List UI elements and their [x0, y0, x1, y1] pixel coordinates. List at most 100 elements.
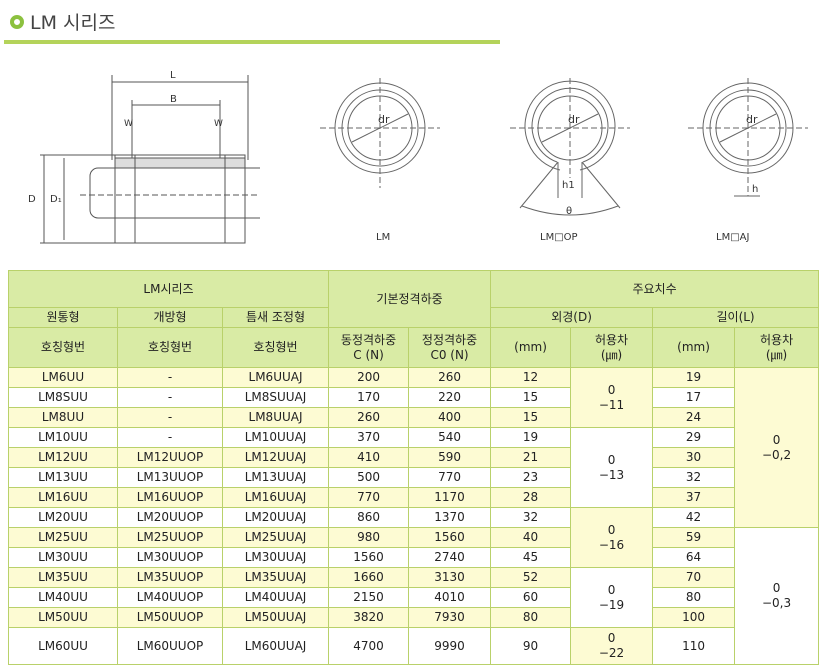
header-l-mm: (mm): [652, 327, 736, 368]
header-main-dims: 주요치수: [490, 270, 820, 308]
svg-text:dr: dr: [746, 113, 758, 126]
table-row: LM8SUU - LM8SUUAJ 170 220 15 17: [8, 387, 819, 408]
adjustable-code: LM8SUUAJ: [221, 387, 330, 408]
header-length: 길이(L): [652, 307, 820, 328]
outer-diameter: 19: [490, 427, 572, 448]
length: 32: [652, 467, 736, 488]
side-view-diagram: L B W W D D₁: [28, 70, 260, 244]
static-load: 7930: [408, 607, 492, 628]
static-load: 400: [408, 407, 492, 428]
round-code: LM10UU: [8, 427, 118, 448]
length: 17: [652, 387, 736, 408]
outer-diameter: 15: [490, 407, 572, 428]
svg-text:B: B: [170, 94, 177, 105]
adjustable-code: LM20UUAJ: [221, 507, 330, 528]
header-code: 호칭형번: [221, 327, 330, 368]
lm-op-section-diagram: dr h1 θ: [510, 78, 630, 217]
table-row: LM20UU LM20UUOP LM20UUAJ 860 1370 32 0 −16 42: [8, 507, 819, 568]
header-code: 호칭형번: [117, 327, 223, 368]
dynamic-load: 4700: [328, 627, 410, 665]
length: 110: [652, 627, 736, 665]
adjustable-code: LM35UUAJ: [221, 567, 330, 588]
outer-diameter: 90: [490, 627, 572, 665]
d-tolerance: 0 −11: [570, 367, 654, 428]
caption-lm: LM: [376, 232, 391, 243]
outer-diameter: 15: [490, 387, 572, 408]
static-load: 3130: [408, 567, 492, 588]
title-underline: [4, 40, 500, 44]
open-code: LM30UUOP: [117, 547, 223, 568]
length: 100: [652, 607, 736, 628]
table-row: LM25UU LM25UUOP LM25UUAJ 980 1560 40 59 0 −0,3: [8, 527, 820, 665]
outer-diameter: 60: [490, 587, 572, 608]
table-row: LM35UU LM35UUOP LM35UUAJ 1660 3130 52 0 −19 70: [8, 567, 819, 628]
svg-text:D₁: D₁: [50, 194, 62, 205]
l-tolerance: 0 −0,2: [734, 367, 820, 528]
static-load: 2740: [408, 547, 492, 568]
round-code: LM50UU: [8, 607, 118, 628]
svg-text:dr: dr: [378, 113, 390, 126]
open-code: LM12UUOP: [117, 447, 223, 468]
round-code: LM30UU: [8, 547, 118, 568]
table-row: LM16UU LM16UUOP LM16UUAJ 770 1170 28 37: [8, 487, 819, 508]
round-code: LM12UU: [8, 447, 118, 468]
round-code: LM60UU: [8, 627, 118, 665]
adjustable-code: LM12UUAJ: [221, 447, 330, 468]
table-row: LM30UU LM30UUOP LM30UUAJ 1560 2740 45 64: [8, 547, 819, 568]
table-row: LM6UU - LM6UUAJ 200 260 12 0 −11 19 0 −0,2: [8, 367, 820, 528]
open-code: LM40UUOP: [117, 587, 223, 608]
table-row: LM8UU - LM8UUAJ 260 400 15 24: [8, 407, 819, 428]
round-code: LM13UU: [8, 467, 118, 488]
static-load: 770: [408, 467, 492, 488]
open-code: -: [117, 387, 223, 408]
header-code: 호칭형번: [8, 327, 118, 368]
table-row: LM12UU LM12UUOP LM12UUAJ 410 590 21 30: [8, 447, 819, 468]
length: 30: [652, 447, 736, 468]
header-round: 원통형: [8, 307, 118, 328]
dynamic-load: 1660: [328, 567, 410, 588]
dynamic-load: 260: [328, 407, 410, 428]
svg-text:θ: θ: [566, 206, 572, 217]
header-adjustable: 틈새 조정형: [221, 307, 330, 328]
svg-text:dr: dr: [568, 113, 580, 126]
static-load: 1170: [408, 487, 492, 508]
outer-diameter: 28: [490, 487, 572, 508]
d-tolerance: 0 −13: [570, 427, 654, 508]
round-code: LM16UU: [8, 487, 118, 508]
open-code: LM20UUOP: [117, 507, 223, 528]
open-code: LM16UUOP: [117, 487, 223, 508]
header-l-tolerance: 허용차 (㎛): [734, 327, 820, 368]
dynamic-load: 2150: [328, 587, 410, 608]
open-code: -: [117, 427, 223, 448]
dynamic-load: 500: [328, 467, 410, 488]
spec-table: LM시리즈 기본정격하중 주요치수 원통형 개방형 틈새 조정형 외경(D) 길이(L) 호…: [7, 270, 820, 665]
dynamic-load: 1560: [328, 547, 410, 568]
dynamic-load: 980: [328, 527, 410, 548]
dynamic-load: 170: [328, 387, 410, 408]
static-load: 1560: [408, 527, 492, 548]
round-code: LM20UU: [8, 507, 118, 528]
lm-section-diagram: dr: [320, 78, 440, 188]
open-code: LM50UUOP: [117, 607, 223, 628]
svg-text:h: h: [752, 184, 758, 195]
length: 37: [652, 487, 736, 508]
open-code: -: [117, 367, 223, 388]
open-code: -: [117, 407, 223, 428]
outer-diameter: 40: [490, 527, 572, 548]
open-code: LM35UUOP: [117, 567, 223, 588]
outer-diameter: 80: [490, 607, 572, 628]
length: 42: [652, 507, 736, 528]
round-code: LM40UU: [8, 587, 118, 608]
dynamic-load: 410: [328, 447, 410, 468]
round-code: LM8SUU: [8, 387, 118, 408]
adjustable-code: LM50UUAJ: [221, 607, 330, 628]
length: 19: [652, 367, 736, 388]
dynamic-load: 860: [328, 507, 410, 528]
static-load: 4010: [408, 587, 492, 608]
d-tolerance: 0 −19: [570, 567, 654, 628]
static-load: 9990: [408, 627, 492, 665]
static-load: 1370: [408, 507, 492, 528]
outer-diameter: 23: [490, 467, 572, 488]
open-code: LM60UUOP: [117, 627, 223, 665]
svg-text:h1: h1: [562, 180, 575, 191]
